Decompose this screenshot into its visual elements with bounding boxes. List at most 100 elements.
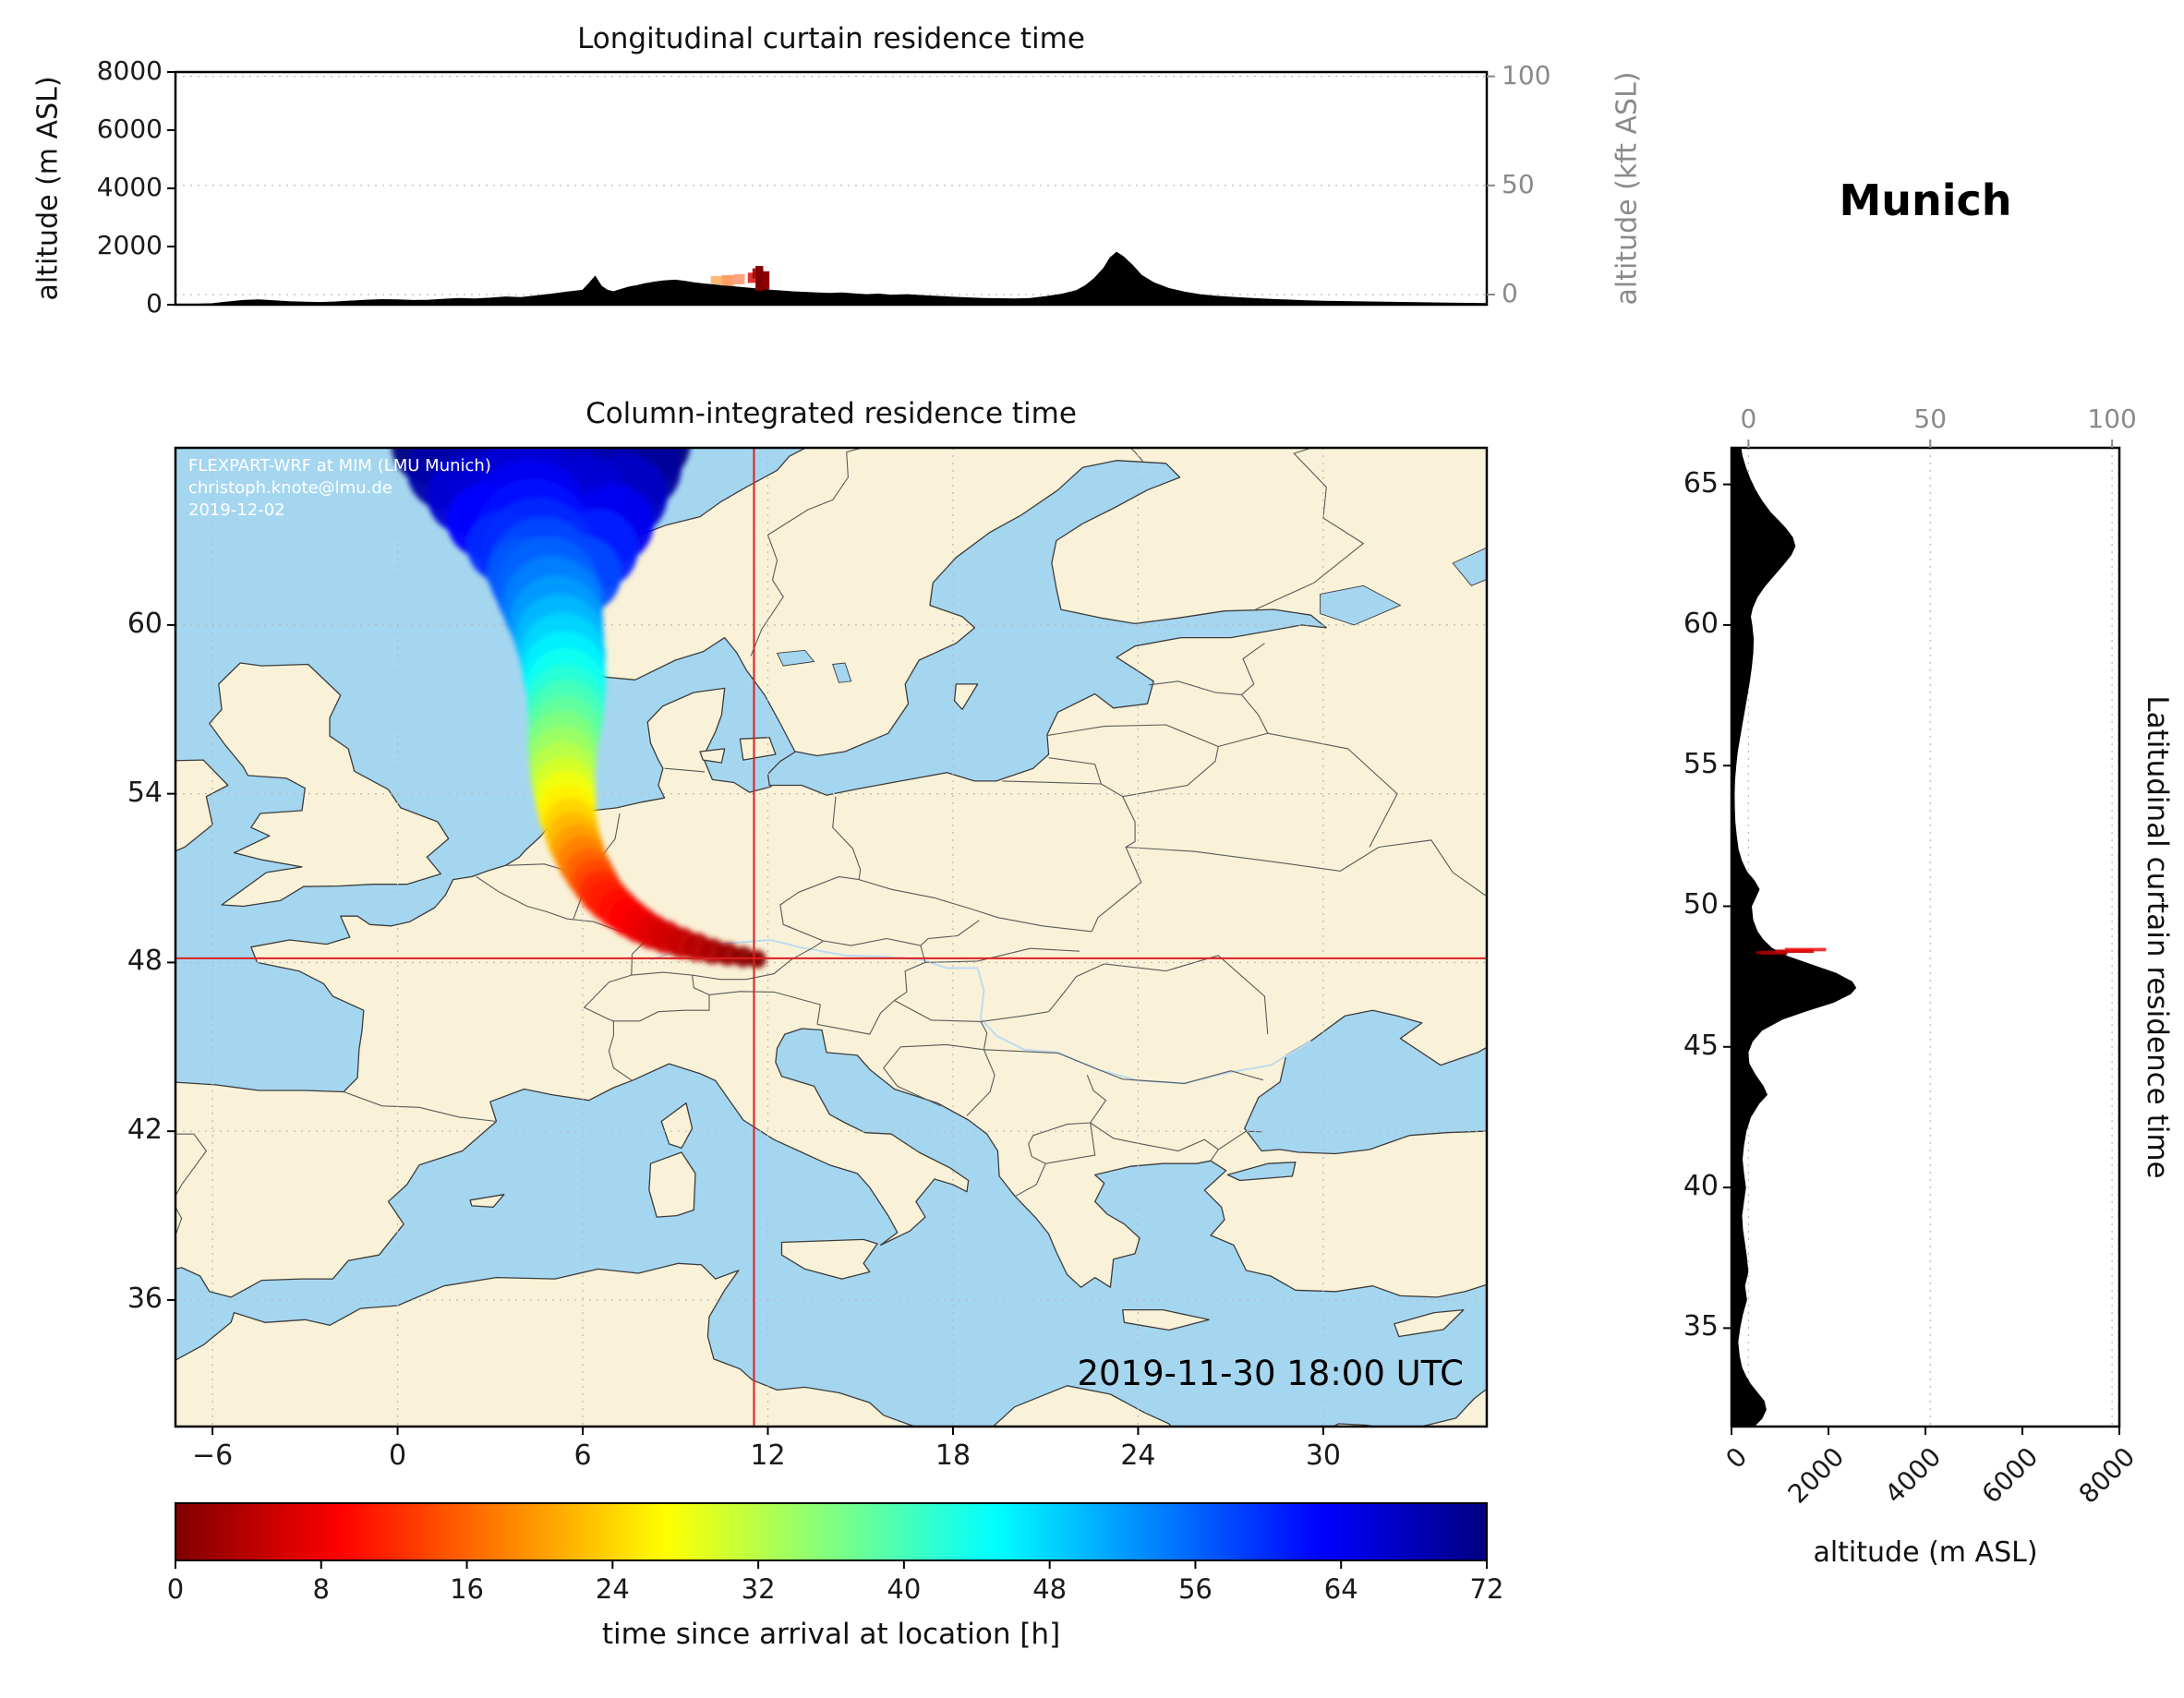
country-border [1032,1122,1091,1137]
lake-polygon [832,662,852,683]
map-lat-tick-label: 54 [127,776,163,809]
altitude-m-tick-label: 6000 [96,114,163,144]
altitude-kft-tick-label: 0 [1740,403,1757,434]
country-border [692,940,824,981]
altitude-kft-tick-label: 50 [1913,403,1948,434]
land-polygon [175,448,1487,1298]
latitudinal-curtain-panel [1730,446,2121,1428]
land-polygon [175,759,229,852]
altitude-kft-tick-label: 50 [1502,168,1535,199]
lake-polygon [776,649,815,667]
lat-panel-x-axis-label: altitude (m ASL) [1813,1536,2038,1569]
country-border [997,917,1092,933]
latitude-tick-label: 65 [1683,466,1719,500]
land-polygon [953,683,979,710]
map-panel [174,446,1489,1428]
colorbar-tick-label: 72 [1469,1573,1504,1605]
map-lon-tick-label: 0 [389,1439,407,1472]
latitude-tick-label: 60 [1683,607,1719,640]
colorbar-label: time since arrival at location [h] [601,1618,1061,1651]
land-polygon [699,748,726,764]
country-border [1104,955,1219,972]
country-border [1122,746,1219,798]
map-lon-tick-label: 18 [935,1439,971,1472]
country-border [924,947,1080,963]
land-polygon [780,1238,878,1280]
country-border [1090,1122,1262,1152]
country-border [664,767,706,773]
country-border [816,1000,895,1035]
map-title: Column-integrated residence time [585,397,1077,430]
altitude-m-tick-label: 0 [146,288,163,319]
terrain-profile-latitudinal [1731,447,1857,1427]
latitude-tick-label: 50 [1683,888,1719,921]
map-lat-tick-label: 36 [127,1282,163,1315]
colorbar-tick-label: 0 [166,1573,185,1605]
altitude-kft-tick-label: 100 [1502,59,1551,90]
altitude-m-tick-label: 8000 [96,55,163,86]
lake-polygon [1452,547,1487,586]
country-border [1046,724,1219,748]
land-polygon [739,737,777,761]
longitudinal-curtain-title: Longitudinal curtain residence time [577,22,1085,55]
country-border [1210,1149,1219,1162]
longitudinal-curtain-frame [174,70,1489,307]
sea-polygon [1226,1162,1297,1182]
country-border [1255,448,1365,610]
map-lon-tick-label: 6 [573,1439,592,1472]
sea-polygon [766,460,1327,796]
country-border [920,920,980,946]
country-border [779,875,860,942]
map-lon-tick-label: 12 [750,1439,786,1472]
country-border [1126,839,1487,897]
latitudinal-curtain-title: Latitudinal curtain residence time [2141,695,2174,1179]
colorbar-gradient [175,1502,1488,1561]
map-lon-tick-label: 30 [1305,1439,1341,1472]
residence-cell [733,273,745,284]
credit-line-2: christoph.knote@lmu.de [188,477,392,498]
country-border [1048,963,1104,1013]
colorbar-tick-label: 48 [1032,1573,1068,1605]
credit-line-3: 2019-12-02 [188,500,285,520]
residence-cell [763,271,770,290]
country-border [343,1090,497,1123]
map-frame [174,446,1489,1428]
country-border [1048,757,1102,785]
credit-line-1: FLEXPART-WRF at MIM (LMU Munich) [188,456,491,476]
country-border [1086,1075,1107,1124]
land-polygon [1394,1308,1465,1338]
country-border [823,937,922,946]
altitude-m-tick-label: 4000 [96,172,163,202]
country-border [1097,1068,1263,1084]
altitude-kft-tick-label: 0 [1502,277,1518,308]
land-polygon [469,1194,505,1209]
top-right-axis-label: altitude (kft ASL) [1611,71,1644,306]
latitude-tick-label: 40 [1683,1170,1719,1203]
country-border [983,1049,1099,1070]
country-border [894,1000,982,1022]
altitude-kft-tick-label: 100 [2087,403,2137,434]
country-border [750,448,865,656]
country-border [900,1043,995,1116]
residence-cell [1760,950,1788,955]
map-timestamp: 2019-11-30 18:00 UTC [1077,1354,1464,1393]
map-lon-tick-label: −6 [191,1439,234,1472]
country-border [1014,1135,1046,1198]
country-border [980,1011,1049,1022]
residence-cell [752,268,756,279]
terrain-profile-longitudinal [175,251,1488,306]
land-polygon [1122,1308,1210,1331]
country-border [980,1021,988,1050]
land-polygon [209,662,450,908]
map-lat-tick-label: 48 [127,945,163,978]
country-border [1217,955,1269,1035]
residence-cell [755,266,764,291]
latitude-tick-label: 45 [1683,1029,1719,1062]
land-polygon [1332,1388,1487,1427]
country-border [175,1133,208,1237]
map-credit: FLEXPART-WRF at MIM (LMU Munich) christo… [188,455,491,521]
country-border [1045,1122,1096,1164]
colorbar-tick-label: 24 [595,1573,630,1605]
